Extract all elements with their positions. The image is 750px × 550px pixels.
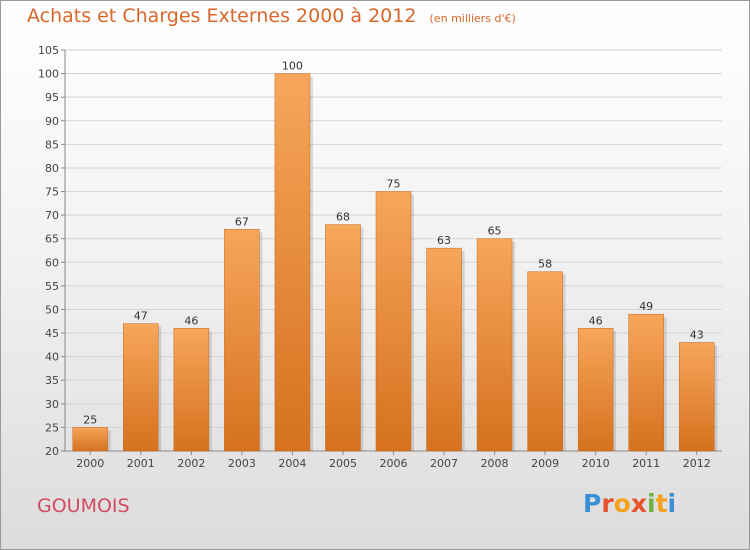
- x-tick-label: 2007: [430, 457, 458, 470]
- data-label: 49: [639, 300, 653, 313]
- bar: [224, 229, 260, 452]
- y-tick-label: 80: [45, 162, 59, 175]
- data-label: 46: [184, 314, 198, 327]
- bar: [426, 247, 462, 452]
- chart-title: Achats et Charges Externes 2000 à 2012: [27, 5, 417, 27]
- y-tick-label: 40: [45, 351, 59, 364]
- logo-letter: i: [647, 489, 656, 518]
- bar: [173, 328, 210, 452]
- bar: [325, 224, 361, 452]
- y-tick-label: 95: [45, 91, 59, 104]
- bar: [274, 73, 311, 452]
- data-label: 75: [387, 178, 401, 191]
- data-label: 47: [134, 310, 148, 323]
- y-tick-label: 25: [45, 421, 59, 434]
- data-label: 43: [690, 328, 704, 341]
- x-tick-label: 2012: [683, 457, 711, 470]
- logo-letter: P: [583, 489, 602, 518]
- proxiti-logo: Proxiti: [583, 489, 676, 518]
- commune-name: GOUMOIS: [37, 495, 130, 517]
- logo-letter: x: [630, 489, 647, 518]
- data-label: 68: [336, 211, 350, 224]
- chart-title-block: Achats et Charges Externes 2000 à 2012 (…: [27, 5, 516, 27]
- bar: [476, 238, 513, 452]
- y-tick-label: 105: [38, 44, 59, 57]
- data-label: 63: [437, 234, 451, 247]
- y-tick-label: 70: [45, 209, 59, 222]
- bar: [577, 328, 614, 452]
- bar: [678, 342, 715, 452]
- x-tick-label: 2000: [76, 457, 104, 470]
- chart-unit: (en milliers d'€): [429, 12, 516, 25]
- data-label: 25: [83, 413, 97, 426]
- bar: [375, 191, 412, 452]
- y-tick-label: 55: [45, 280, 59, 293]
- y-tick-label: 30: [45, 398, 59, 411]
- logo-letter: t: [655, 489, 668, 518]
- x-tick-label: 2006: [380, 457, 408, 470]
- x-tick-label: 2001: [127, 457, 155, 470]
- y-tick-label: 35: [45, 374, 59, 387]
- data-label: 46: [589, 314, 603, 327]
- bar: [628, 313, 664, 452]
- x-tick-label: 2011: [632, 457, 660, 470]
- logo-letter: r: [601, 489, 614, 518]
- y-tick-label: 45: [45, 327, 59, 340]
- y-tick-label: 75: [45, 186, 59, 199]
- x-tick-label: 2005: [329, 457, 357, 470]
- data-label: 65: [488, 225, 502, 238]
- x-tick-label: 2004: [278, 457, 306, 470]
- bar: [72, 427, 109, 452]
- logo-letter: o: [613, 489, 631, 518]
- y-tick-label: 100: [38, 68, 59, 81]
- x-tick-label: 2010: [582, 457, 610, 470]
- y-tick-label: 85: [45, 138, 59, 151]
- bar: [123, 323, 159, 452]
- y-tick-label: 50: [45, 303, 59, 316]
- x-tick-label: 2009: [531, 457, 559, 470]
- y-tick-label: 65: [45, 233, 59, 246]
- y-tick-label: 20: [45, 445, 59, 458]
- data-label: 58: [538, 258, 552, 271]
- x-tick-label: 2003: [228, 457, 256, 470]
- x-tick-label: 2002: [177, 457, 205, 470]
- y-tick-label: 90: [45, 115, 59, 128]
- bar: [527, 271, 563, 452]
- data-label: 100: [282, 60, 303, 73]
- y-tick-label: 60: [45, 256, 59, 269]
- x-tick-label: 2008: [481, 457, 509, 470]
- data-label: 67: [235, 215, 249, 228]
- logo-letter: i: [667, 489, 677, 518]
